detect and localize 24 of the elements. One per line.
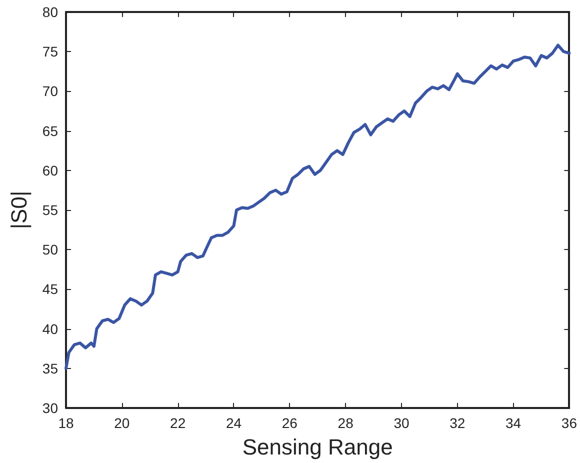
x-axis-title: Sensing Range	[242, 434, 393, 460]
x-tick-label: 22	[170, 415, 186, 431]
y-tick-label: 80	[42, 4, 58, 20]
y-tick-label: 70	[42, 83, 58, 100]
y-axis-title: |S0|	[6, 190, 32, 230]
x-tick-label: 36	[561, 415, 578, 431]
y-tick-label: 40	[42, 320, 58, 337]
y-tick-label: 75	[42, 44, 58, 60]
y-tick-label: 30	[42, 400, 58, 416]
line-series	[64, 44, 571, 370]
y-tick-label: 35	[42, 360, 58, 376]
x-tick-label: 28	[338, 415, 354, 431]
x-tick-label: 30	[394, 415, 410, 431]
x-tick-label: 34	[506, 415, 522, 431]
x-tick-label: 24	[226, 415, 242, 431]
y-tick-label: 65	[42, 122, 58, 139]
y-tick-label: 50	[42, 242, 58, 258]
y-tick-label: 45	[42, 281, 58, 298]
y-tick-label: 55	[42, 202, 58, 218]
x-tick-label: 26	[282, 415, 298, 431]
x-tick-label: 32	[450, 415, 466, 431]
y-tick-label: 60	[42, 162, 58, 178]
x-tick-label: 18	[58, 415, 74, 431]
x-tick-label: 20	[114, 415, 130, 431]
